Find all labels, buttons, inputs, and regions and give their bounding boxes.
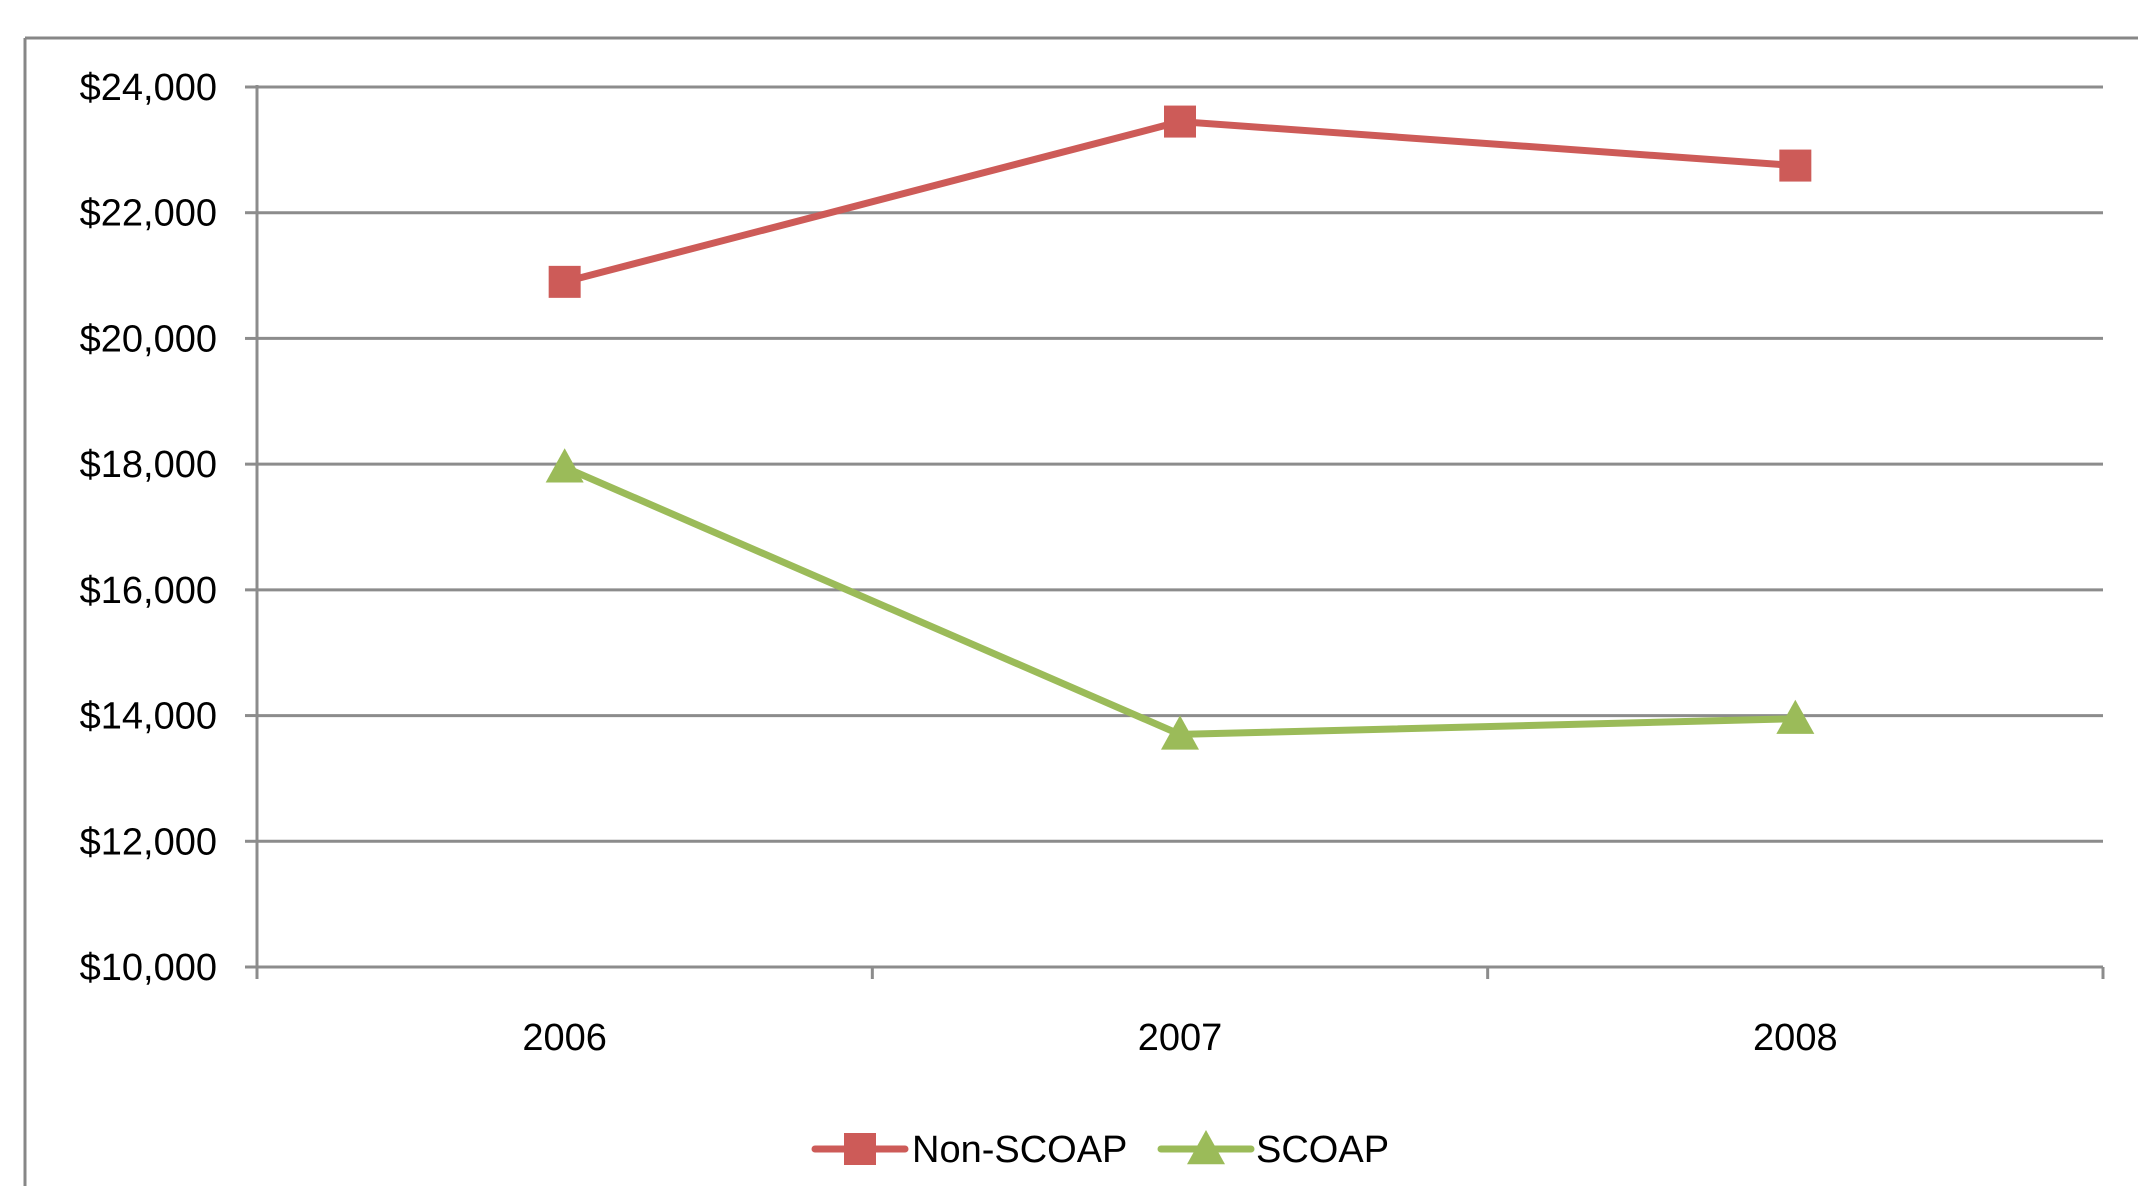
x-tick-label: 2006 (522, 1017, 607, 1059)
y-tick-label: $16,000 (80, 570, 217, 612)
y-tick-label: $24,000 (80, 67, 217, 109)
series-line-non-scoap (561, 118, 1799, 286)
y-tick-label: $14,000 (80, 696, 217, 738)
y-tick-label: $20,000 (80, 318, 217, 360)
chart-frame (23, 36, 2138, 1186)
legend-item-non-scoap: Non-SCOAP (811, 1129, 1127, 1171)
y-tick-label: $18,000 (80, 444, 217, 486)
data-point-scoap (1161, 715, 1199, 750)
data-point-non-scoap (1779, 149, 1812, 182)
legend-label-non-scoap: Non-SCOAP (912, 1129, 1127, 1171)
data-point-non-scoap (1164, 105, 1196, 138)
y-tick-label: $22,000 (80, 193, 217, 235)
legend-label-scoap: SCOAP (1256, 1129, 1389, 1171)
y-tick-label: $10,000 (80, 947, 217, 989)
x-tick-label: 2008 (1753, 1017, 1838, 1059)
legend-marker-scoap (1187, 1130, 1225, 1165)
x-tick-label: 2007 (1138, 1017, 1223, 1059)
y-tick-labels: $10,000 $12,000 $14,000 $16,000 $18,000 $20,0… (80, 67, 217, 989)
series-line-scoap (561, 463, 1799, 738)
y-tick-label: $12,000 (80, 821, 217, 863)
data-point-scoap (1776, 699, 1815, 734)
legend-item-scoap: SCOAP (1157, 1129, 1389, 1171)
series (545, 105, 1815, 750)
legend-marker-non-scoap (844, 1133, 876, 1165)
series-scoap (545, 448, 1815, 750)
data-point-scoap (545, 448, 584, 483)
x-tick-labels: 2006 2007 2008 (522, 1017, 1837, 1059)
legend: Non-SCOAP SCOAP (811, 1129, 1389, 1171)
axes (245, 85, 2105, 979)
series-non-scoap (548, 105, 1812, 298)
data-point-non-scoap (548, 265, 581, 298)
